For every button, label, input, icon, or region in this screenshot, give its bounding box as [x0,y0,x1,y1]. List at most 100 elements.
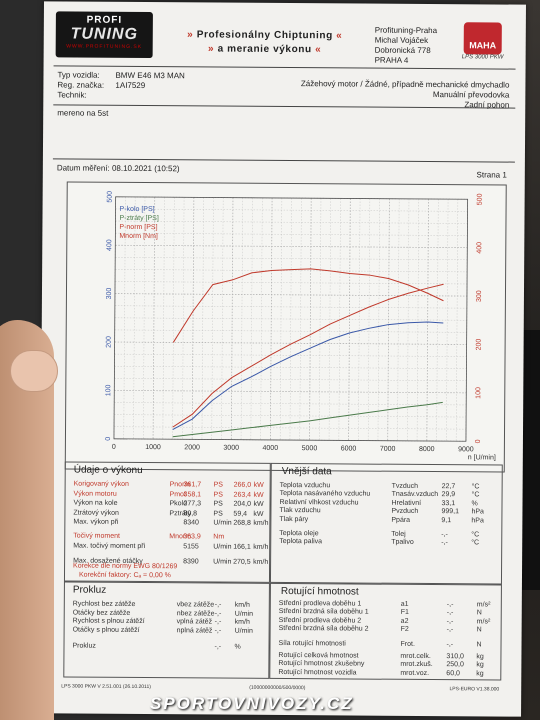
grid-line-v [368,198,371,441]
env-row-value: 999,1 [441,508,460,516]
perf-row-unit1: U/min [213,558,232,566]
slip-title: Prokluz [72,584,107,596]
grid-line-v [211,197,214,440]
series-line-3 [172,268,444,343]
rot-row-unit: kg [476,670,484,678]
x-tick-label: 3000 [223,445,239,452]
header-title-1: Profesionálny Chiptuning [196,29,333,42]
power-chart: 0 1000 2000 3000 4000 5000 6000 7000 8000 9000 0 10… [64,181,507,473]
env-row-value: 22,7 [441,483,456,491]
env-row-label: Teplota nasávaného vzduchu [279,490,371,498]
env-row-label: Teplota oleje [279,529,319,538]
quote-close-2: « [315,44,322,56]
company-address: Profituning-Praha Michal Vojáček Dobroni… [375,26,438,66]
y-left-tick-label: 200 [106,336,113,348]
perf-row-value1: 5155 [183,542,199,551]
env-row-symbol: Tvzduch [391,482,419,490]
perf-row-value2: 268,8 [233,520,251,528]
perf-row-value2: 263,4 [233,491,252,499]
env-row-label: Teplota vzduchu [279,481,331,490]
rot-row-label: Střední prodleva doběhu 2 [278,616,362,625]
rot-row-value: 250,0 [446,661,464,669]
rot-row-value: -,- [446,601,454,609]
perf-row-unit2: km/h [253,543,269,551]
perf-row-label: Max. točivý moment při [73,542,146,550]
perf-row-unit2: kW [253,481,264,489]
slip-row-value: -,- [214,643,222,651]
env-row-symbol: Pvzduch [391,507,419,516]
perf-row-value1: 358,1 [183,490,202,499]
header-title: » Profesionálny Chiptuning « » a meranie… [162,28,368,57]
x-tick-label: 6000 [341,445,357,452]
slip-row-label: Rychlost bez zátěže [72,600,136,608]
rot-row-label: Střední brzdná síla doběhu 2 [278,625,369,633]
x-tick-label: 4000 [263,445,279,452]
transmission: Manuální převodovka [432,90,510,100]
logo-line1: PROFI [86,14,123,26]
engine-type: Zážehový motor / Žádné, případně mechani… [300,79,510,90]
grid-line-v [172,197,175,440]
slip-section: Prokluz Rychlost bez zátěže vbez zátěže -,… [63,581,270,679]
perf-row-unit2: km/h [253,520,269,528]
perf-row-value2: 266,0 [233,481,252,489]
x-tick-label: 1000 [145,444,161,451]
y-right-tick-label: 300 [476,290,483,302]
slip-row-unit: U/min [234,627,253,635]
rot-row-unit: N [476,626,482,634]
addr-line: Michal Vojáček [374,35,429,45]
perf-row-value2: 270,5 [233,558,251,566]
page-number: Strana 1 [476,170,507,180]
env-row-value: -,- [441,539,448,547]
env-row-unit: hPa [471,508,484,516]
legend-entry: P-ztráty [PS] [119,215,158,222]
x-tick-label: 8000 [419,446,435,453]
logo-line2: TUNING [70,25,138,43]
env-row-label: Teplota paliva [279,538,323,546]
environment-section: Vnější data Teplota vzduchu Tvzduch 22,7 °C… [269,462,503,585]
slip-row-label: Otáčky bez zátěže [72,609,131,617]
y-right-tick-label: 500 [477,193,484,205]
quote-open: » [187,29,194,41]
reg-plate-value: 1AI7529 [115,80,146,91]
power-chart-svg: 0 1000 2000 3000 4000 5000 6000 7000 8000 9000010… [105,191,496,462]
env-row-value: 9,1 [441,516,452,524]
technician-label: Technik: [57,90,87,100]
rot-row-unit: N [476,609,482,617]
y-left-tick-label: 0 [105,437,112,441]
perf-row-label: Točivý moment [73,532,120,540]
perf-row-unit2: km/h [253,558,269,567]
env-row-symbol: Tpalivo [391,539,414,547]
grid-line-v [260,197,263,440]
grid-line-v [436,199,439,442]
grid-line-v [143,197,146,440]
slip-row-value: -,- [214,610,222,618]
legend-entry: P-kolo [PS] [120,206,155,213]
reg-plate-label: Reg. značka: [57,80,105,90]
grid-line-v [182,197,185,440]
x-tick-label: 2000 [184,444,200,451]
perf-row-value2: 204,0 [233,500,252,508]
rot-row-symbol: mrot.zkuš. [400,661,433,669]
rot-row-symbol: F1 [400,609,409,617]
perf-row-label: Výkon na kole [73,499,118,508]
series-line-1 [172,401,443,438]
grid-line-v [289,198,292,441]
slip-row-value: -,- [214,618,222,626]
perf-row-unit1: PS [213,481,224,489]
grid-line-v [133,196,136,439]
perf-row-value1: 80,8 [183,510,198,518]
y-right-tick-label: 0 [475,439,482,443]
legend-entry: Mnorm [Nm] [119,233,158,240]
plot-frame [113,196,469,442]
vehicle-type-label: Typ vozidla: [57,70,100,80]
slip-row-value: -,- [214,627,222,635]
perf-row-unit2: kW [253,500,264,509]
env-row-label: Tlak vzduchu [279,507,321,515]
grid-line-v [221,197,224,440]
maha-logo: MAHA LPS 3000 PKW [454,22,512,66]
perf-row-label: Ztrátový výkon [73,509,119,517]
rot-row-unit: m/s² [476,601,491,609]
rot-row-value: -,- [446,617,454,625]
env-row-symbol: Tolej [391,530,406,538]
y-left-tick-label: 300 [106,288,113,300]
